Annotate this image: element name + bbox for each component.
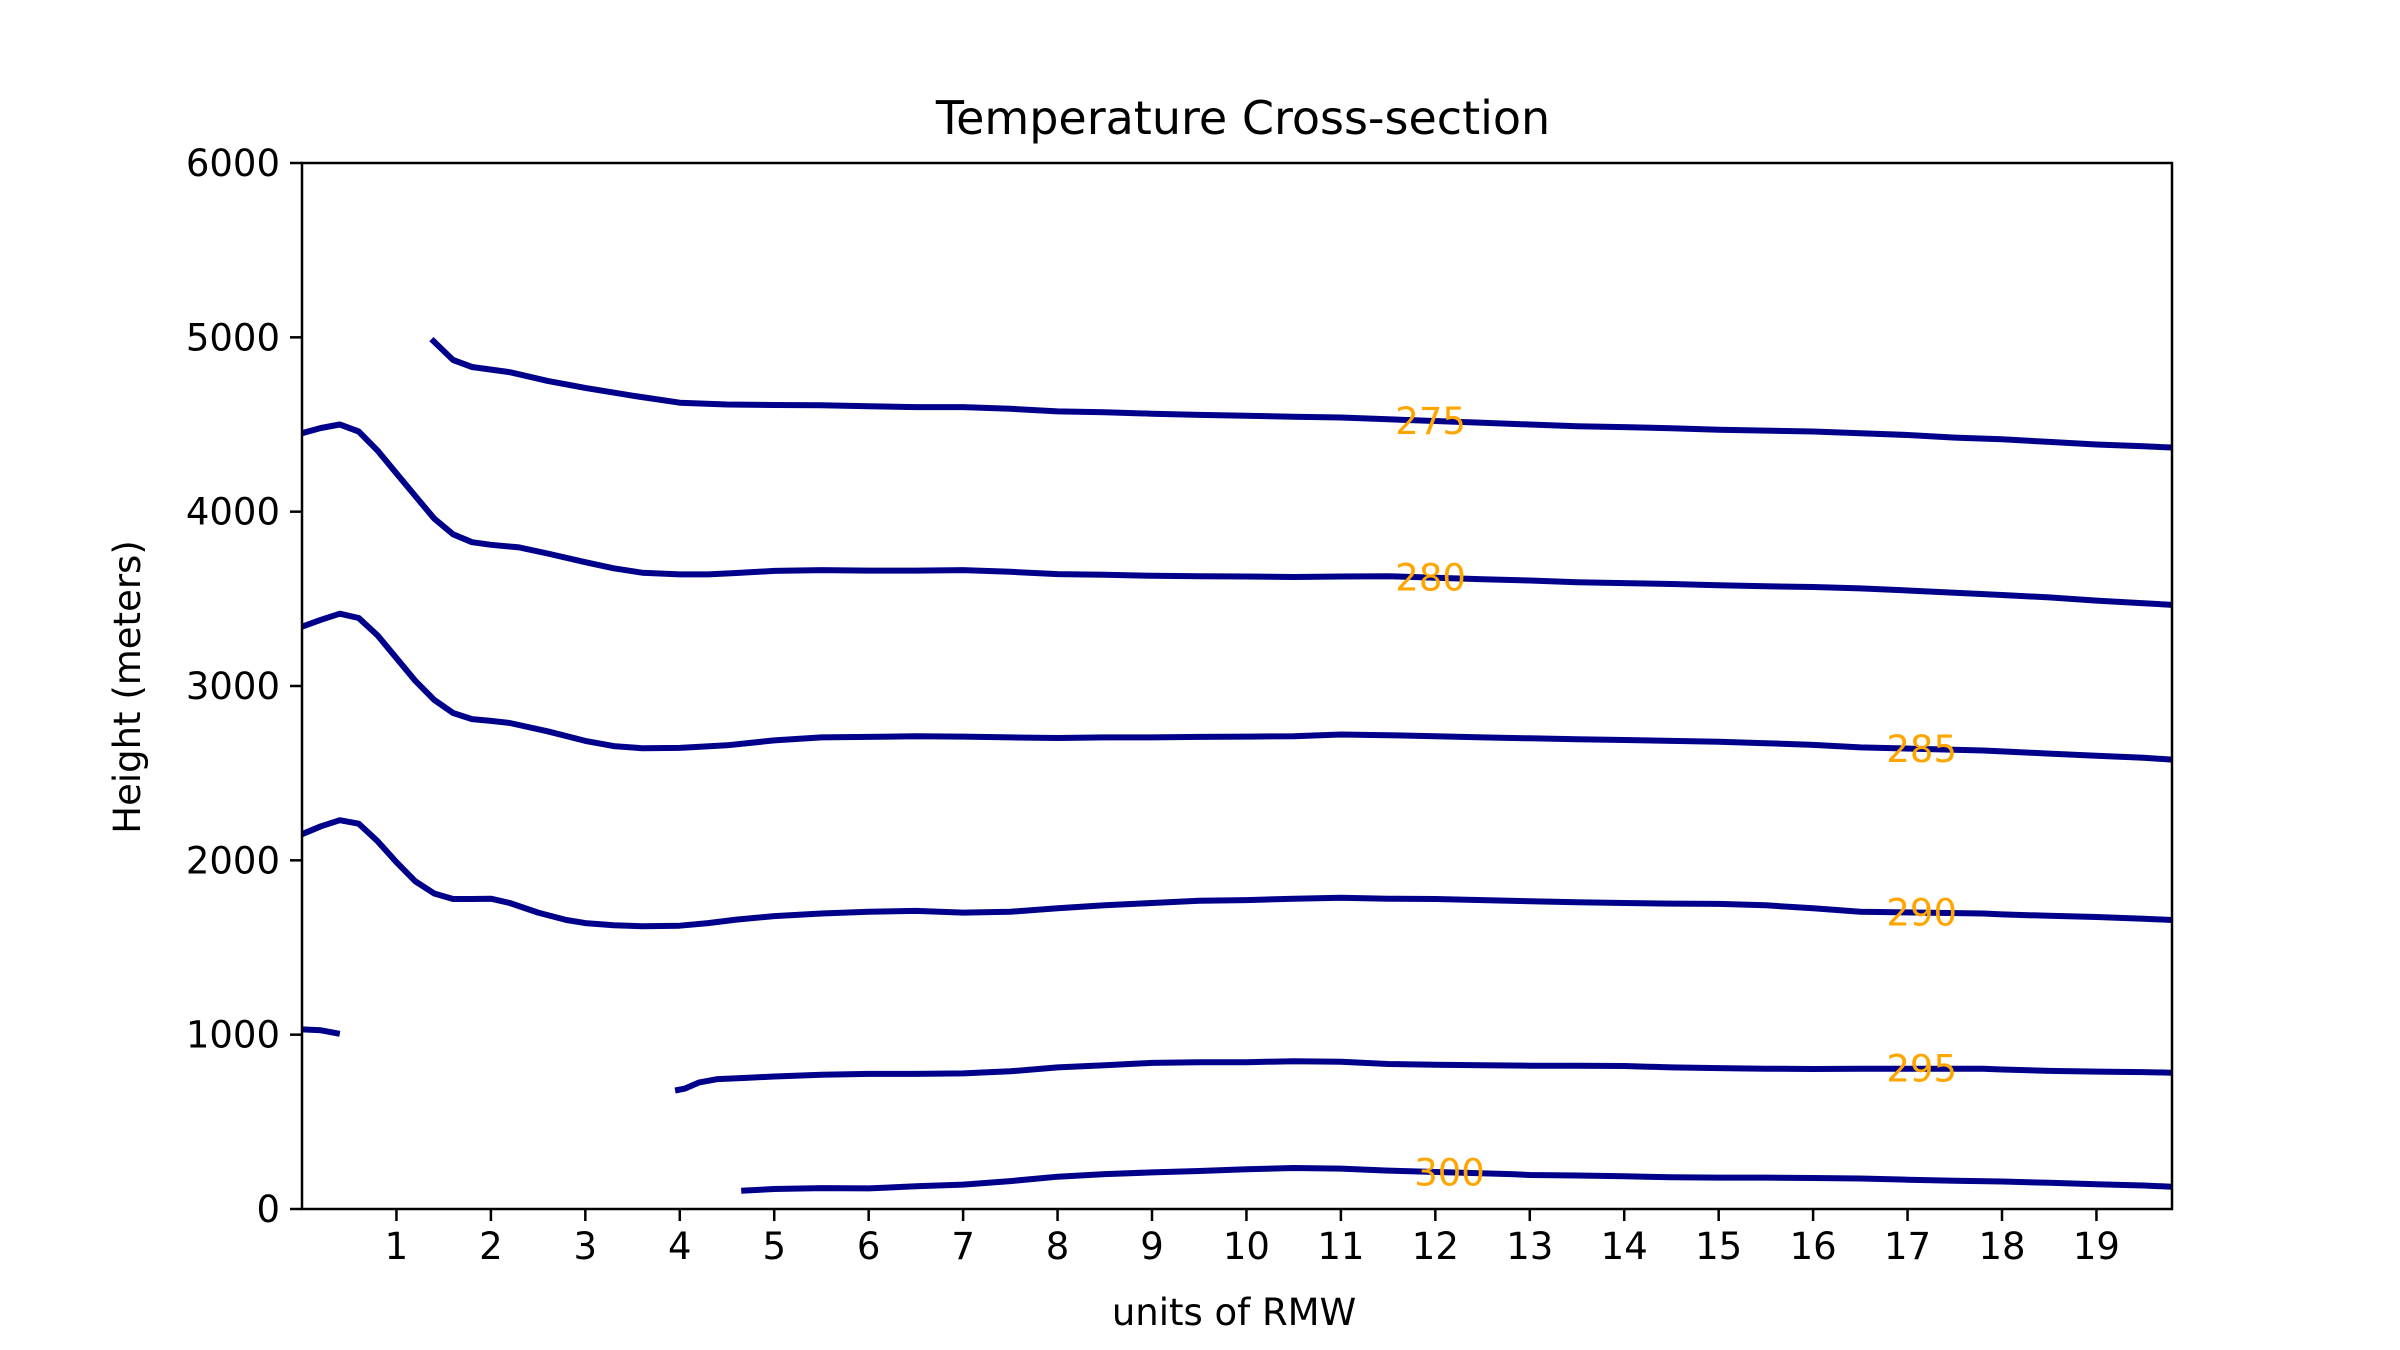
x-axis-label: units of RMW <box>1112 1291 1356 1334</box>
x-tick-label-17: 17 <box>1884 1225 1931 1268</box>
y-tick-label-0: 0 <box>256 1188 280 1231</box>
axis-ticks: 1 2 3 4 5 6 7 8 9 10 11 12 13 14 15 16 17 18 1901000200030… <box>186 142 2120 1268</box>
x-tick-label-1: 1 <box>385 1225 409 1268</box>
contour-label-280: 280 <box>1395 557 1466 600</box>
x-tick-label-6: 6 <box>857 1225 881 1268</box>
x-tick-label-16: 16 <box>1790 1225 1837 1268</box>
x-tick-label-12: 12 <box>1412 1225 1459 1268</box>
x-tick-label-7: 7 <box>951 1225 975 1268</box>
x-tick-label-5: 5 <box>762 1225 786 1268</box>
x-tick-label-9: 9 <box>1140 1225 1164 1268</box>
x-tick-label-13: 13 <box>1506 1225 1553 1268</box>
x-tick-label-19: 19 <box>2073 1225 2120 1268</box>
y-tick-label-1000: 1000 <box>186 1014 280 1057</box>
x-tick-label-10: 10 <box>1223 1225 1270 1268</box>
contour-line-300-segment-1 <box>741 1165 2173 1194</box>
contour-label-300: 300 <box>1414 1151 1485 1194</box>
contour-line-285-segment-1 <box>300 610 2173 763</box>
chart-title: Temperature Cross-section <box>935 91 1550 145</box>
y-tick-label-6000: 6000 <box>186 142 280 185</box>
x-tick-label-4: 4 <box>668 1225 692 1268</box>
y-tick-label-2000: 2000 <box>186 839 280 882</box>
y-tick-label-3000: 3000 <box>186 665 280 708</box>
y-tick-label-5000: 5000 <box>186 316 280 359</box>
x-tick-label-3: 3 <box>574 1225 598 1268</box>
contour-label-290: 290 <box>1886 892 1957 935</box>
y-axis-label: Height (meters) <box>106 540 149 834</box>
plot-area: 275 280 285 290 295 300 <box>300 336 2173 1194</box>
x-tick-label-14: 14 <box>1601 1225 1648 1268</box>
contour-line-290-segment-1 <box>300 817 2173 930</box>
plot-frame <box>300 161 2174 1211</box>
contour-label-275: 275 <box>1395 400 1466 443</box>
x-tick-label-11: 11 <box>1317 1225 1364 1268</box>
contour-line-275-segment-1 <box>429 336 2173 451</box>
contour-label-295: 295 <box>1886 1048 1957 1091</box>
y-tick-label-4000: 4000 <box>186 491 280 534</box>
x-tick-label-8: 8 <box>1046 1225 1070 1268</box>
contour-line-280-segment-1 <box>301 421 2173 608</box>
x-tick-label-18: 18 <box>1978 1225 2025 1268</box>
contour-line-295-segment-1 <box>301 1026 341 1037</box>
x-tick-label-15: 15 <box>1695 1225 1742 1268</box>
contour-line-295-segment-2 <box>674 1058 2173 1094</box>
x-tick-label-2: 2 <box>479 1225 503 1268</box>
contour-label-285: 285 <box>1886 728 1957 771</box>
